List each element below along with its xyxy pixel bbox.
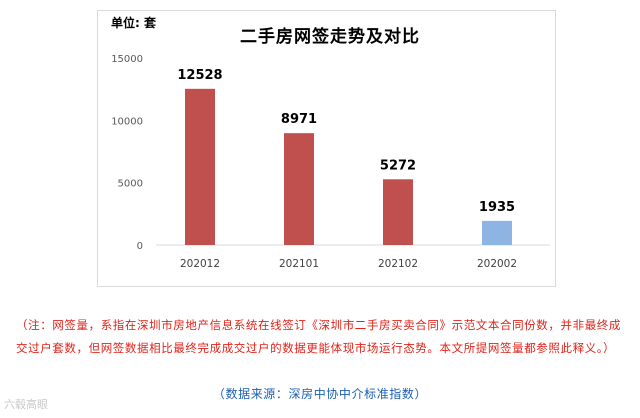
data-source: （数据来源：深房中协中介标准指数） xyxy=(212,387,428,401)
data-label: 12528 xyxy=(177,68,222,83)
bar xyxy=(383,179,413,245)
data-labels: 12528 8971 5272 1935 xyxy=(177,68,515,215)
x-axis-ticks: 202012 202101 202102 202002 xyxy=(180,258,517,270)
x-tick-label: 202102 xyxy=(378,258,418,270)
bar-chart: 15000 10000 5000 0 12528 8971 5272 1935 202012… xyxy=(111,54,550,270)
watermark: 六毂高眼 xyxy=(4,398,48,411)
y-tick-label: 10000 xyxy=(111,116,143,127)
footnote: （注：网签量，系指在深圳市房地产信息系统在线签订《深圳市二手房买卖合同》示范文本… xyxy=(16,318,621,355)
data-label: 1935 xyxy=(479,200,515,215)
data-label: 5272 xyxy=(380,158,416,173)
y-tick-label: 15000 xyxy=(111,54,143,65)
bar xyxy=(284,133,314,245)
unit-label: 单位: 套 xyxy=(111,16,156,30)
bar xyxy=(482,220,512,245)
y-tick-label: 5000 xyxy=(118,179,143,190)
y-axis-ticks: 15000 10000 5000 0 xyxy=(111,54,143,252)
y-tick-label: 0 xyxy=(137,241,143,252)
bars xyxy=(185,88,512,245)
chart-title: 二手房网签走势及对比 xyxy=(240,27,420,47)
x-tick-label: 202101 xyxy=(279,258,319,270)
data-label: 8971 xyxy=(281,112,317,127)
bar xyxy=(185,88,215,245)
x-tick-label: 202002 xyxy=(477,258,517,270)
chart-frame xyxy=(97,10,556,287)
x-tick-label: 202012 xyxy=(180,258,220,270)
